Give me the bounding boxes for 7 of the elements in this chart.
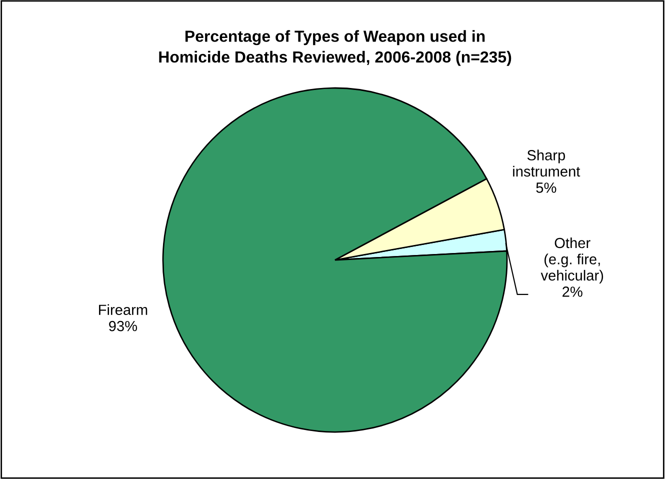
data-label: 93% [109, 320, 138, 332]
slice-label: Firearm [99, 304, 148, 315]
data-label: 2% [562, 286, 582, 297]
slice-label: Other (e.g. fire, vehicular) [540, 237, 604, 284]
chart-title: Percentage of Types of Weapon used in Homicide Deaths Reviewed, 2006-2008 (n=235) [159, 30, 512, 66]
data-label: 5% [536, 182, 556, 193]
slice-label: Sharp instrument [513, 150, 580, 177]
